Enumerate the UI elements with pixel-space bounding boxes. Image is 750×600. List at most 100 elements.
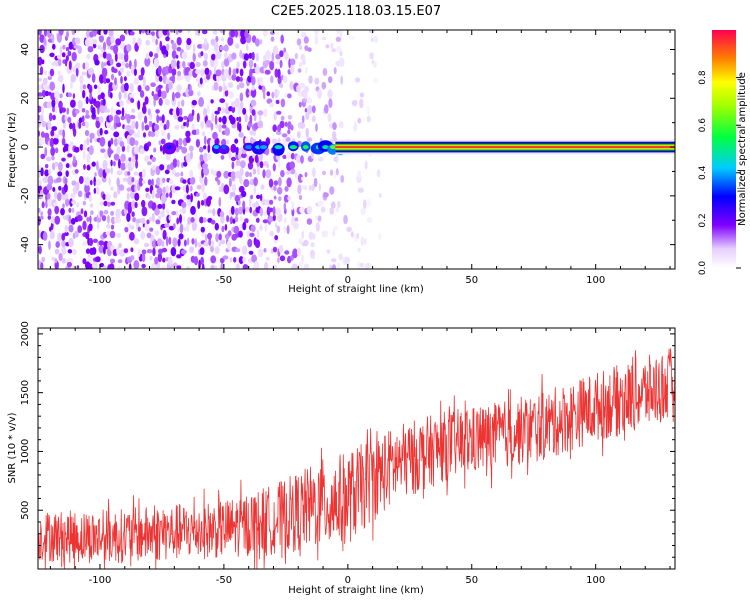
heatmap-cell <box>272 214 276 222</box>
heatmap-cell <box>64 115 68 122</box>
snr-x-tick-label: -50 <box>216 575 232 586</box>
heatmap-cell <box>57 192 62 202</box>
heatmap-cell <box>183 122 187 127</box>
heatmap-cell <box>191 109 195 117</box>
heatmap-cell <box>238 206 244 215</box>
heatmap-cell <box>178 233 184 240</box>
heatmap-cell <box>151 262 157 269</box>
heatmap-cell <box>166 208 170 216</box>
heatmap-cell <box>229 257 233 263</box>
heatmap-panel: -100 -50 0 50 100 -40 -20 0 20 40 Height of strai… <box>7 29 676 295</box>
heatmap-cell <box>290 124 294 131</box>
heatmap-cell <box>239 216 244 221</box>
heatmap-cell <box>167 145 172 150</box>
heatmap-cell <box>338 57 345 67</box>
heatmap-cell <box>211 112 215 123</box>
heatmap-cell <box>126 212 131 222</box>
heatmap-cell <box>257 165 260 176</box>
heatmap-cell <box>181 146 188 154</box>
heatmap-cell <box>203 241 209 247</box>
heatmap-cell <box>155 129 160 138</box>
heatmap-cell <box>99 127 103 136</box>
heatmap-cell <box>363 237 367 245</box>
heatmap-cell <box>200 256 205 265</box>
heatmap-cell <box>55 241 60 248</box>
heatmap-cell <box>223 170 230 179</box>
heatmap-cell <box>102 159 108 170</box>
heatmap-cell <box>179 107 183 116</box>
heatmap-cell <box>91 261 98 269</box>
heatmap-cell <box>331 48 337 53</box>
heatmap-cell <box>270 248 274 254</box>
heatmap-cell <box>57 74 64 83</box>
heatmap-cell <box>214 246 220 255</box>
heatmap-cell <box>275 207 281 217</box>
heatmap-cell <box>202 60 208 67</box>
heatmap-cell <box>67 249 73 254</box>
heatmap-cell <box>93 176 96 187</box>
heatmap-cell <box>219 257 225 264</box>
heatmap-cell <box>269 230 274 237</box>
heatmap-cell <box>115 38 122 46</box>
heatmap-cell <box>87 255 93 263</box>
heatmap-cell <box>137 226 141 232</box>
heatmap-cell <box>74 109 80 114</box>
heatmap-cell <box>219 239 226 245</box>
heatmap-cell <box>50 216 57 224</box>
heatmap-cell <box>185 184 189 194</box>
heatmap-cell <box>290 168 296 175</box>
heatmap-cell <box>240 160 246 169</box>
heatmap-cell <box>142 76 146 87</box>
heatmap-cell <box>130 64 135 75</box>
heatmap-cell <box>91 161 96 167</box>
heatmap-cell <box>234 170 241 179</box>
heatmap-cell <box>110 35 115 44</box>
heatmap-cell <box>317 200 324 207</box>
heatmap-cell <box>58 162 63 172</box>
heatmap-cell <box>251 109 256 116</box>
heatmap-cell <box>128 263 132 269</box>
heatmap-cell <box>63 143 70 152</box>
heatmap-cell <box>245 171 250 178</box>
heatmap-cell <box>253 177 258 187</box>
heatmap-cell <box>182 60 186 69</box>
heatmap-dc-band <box>335 146 675 148</box>
heatmap-cell <box>44 70 47 76</box>
heatmap-cell <box>255 194 261 199</box>
heatmap-cell <box>74 169 79 174</box>
heatmap-cell <box>212 30 218 35</box>
heatmap-cell <box>201 30 208 35</box>
heatmap-cell <box>304 171 308 178</box>
heatmap-cell <box>246 43 249 52</box>
heatmap-cell <box>43 77 48 86</box>
heatmap-cell <box>133 238 140 245</box>
heatmap-cell <box>239 76 243 82</box>
heatmap-cell <box>215 36 219 42</box>
heatmap-cell <box>370 37 374 42</box>
heatmap-cell <box>262 30 268 37</box>
heatmap-cell <box>187 30 191 34</box>
heatmap-cell <box>158 75 163 82</box>
heatmap-cell <box>88 194 93 202</box>
snr-x-axis-label: Height of straight line (km) <box>288 585 424 596</box>
heatmap-cell <box>167 30 170 38</box>
heatmap-cell <box>197 242 202 248</box>
heatmap-cell <box>214 222 219 231</box>
heatmap-cell <box>62 203 65 209</box>
heatmap-x-tick-label: 100 <box>586 275 605 286</box>
heatmap-cell <box>38 105 42 113</box>
heatmap-cell <box>96 222 100 230</box>
heatmap-cell <box>135 121 139 130</box>
heatmap-cell <box>62 44 66 50</box>
heatmap-cell <box>123 91 127 100</box>
heatmap-cell <box>57 70 61 76</box>
heatmap-cell <box>195 128 200 135</box>
heatmap-cell <box>272 163 276 172</box>
heatmap-cell <box>219 98 226 104</box>
heatmap-cell <box>317 89 322 99</box>
heatmap-cell <box>221 145 227 150</box>
heatmap-cell <box>158 30 163 39</box>
heatmap-cell <box>204 234 208 242</box>
heatmap-cell <box>44 132 50 139</box>
heatmap-cell <box>72 65 76 73</box>
